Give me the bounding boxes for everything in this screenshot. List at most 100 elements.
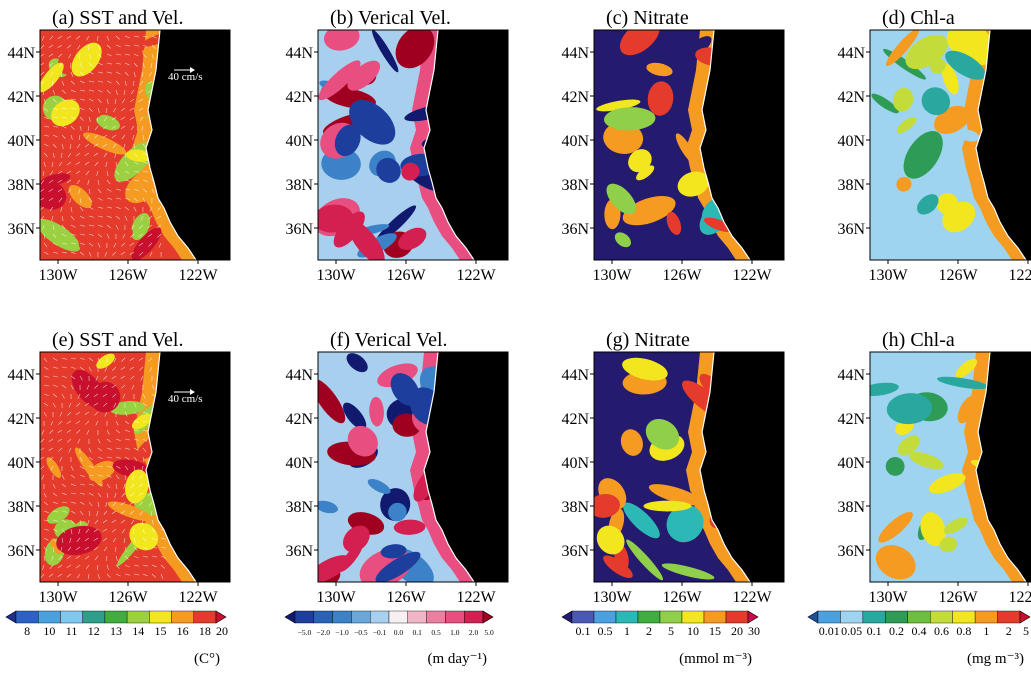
colorbar-swatch: [351, 610, 371, 624]
field-patch: [125, 149, 152, 162]
x-tick-label: 130W: [38, 589, 78, 606]
field-patch: [875, 544, 916, 580]
field-patch: [897, 435, 920, 456]
map-field: [318, 352, 508, 582]
coastline: [975, 30, 1027, 260]
land-mask: [424, 30, 508, 260]
colorbar-extend-high: [1019, 610, 1031, 624]
x-tick-label: 126W: [386, 267, 426, 284]
colorbar-extend-low: [284, 610, 296, 624]
land-mask: [976, 30, 1031, 260]
panel-title: (a) SST and Vel.: [52, 7, 183, 29]
map-panel-g: (g) Nitrate 44N 42N 40N 38N 36N 130W 126W 122W: [561, 329, 785, 606]
panel-frame: [869, 29, 1031, 261]
field-patch: [71, 42, 102, 77]
map-panels: (a) SST and Vel. 40 cm/s 44N 42N 40N 38N 36N 13…: [7, 7, 1031, 606]
colorbar-swatch: [571, 610, 595, 624]
field-patch: [885, 456, 905, 476]
field-patch: [896, 176, 912, 192]
field-patch: [703, 217, 733, 233]
y-tick-label: 44N: [837, 367, 865, 384]
colorbar-tick-label: 0.01: [819, 624, 840, 638]
land-mask: [976, 352, 1031, 582]
coastline: [423, 30, 475, 260]
y-tick-label: 38N: [561, 499, 589, 516]
colorbar-tick-label: 1: [624, 624, 630, 638]
y-tick-label: 42N: [7, 89, 35, 106]
land-mask: [700, 30, 784, 260]
x-tick-label: 122W: [456, 267, 496, 284]
field-patch: [47, 506, 70, 524]
map-field: [870, 30, 1031, 260]
y-tick-label: 36N: [7, 543, 35, 560]
colorbar-tick-label: 2: [1006, 624, 1012, 638]
map-panel-d: (d) Chl-a 44N 42N 40N 38N 36N 130W 126W 122W: [837, 7, 1031, 284]
map-panel-a: (a) SST and Vel. 40 cm/s 44N 42N 40N 38N 36N 13…: [7, 7, 231, 284]
field-patch: [334, 124, 361, 157]
colorbar-swatch: [817, 610, 841, 624]
x-tick-label: 126W: [938, 267, 978, 284]
x-tick-label: 126W: [662, 589, 702, 606]
field-patch: [376, 157, 401, 183]
field-patch: [398, 227, 427, 251]
field-patch: [675, 133, 697, 165]
x-tick-label: 130W: [592, 589, 632, 606]
colorbar-tick-label: −2.0: [316, 628, 330, 637]
y-tick-label: 40N: [837, 455, 865, 472]
colorbar-swatch: [637, 610, 661, 624]
colorbar-tick-label: 10: [43, 624, 55, 638]
map-panel-f: (f) Verical Vel. 44N 42N 40N 38N 36N 130W 126W 1…: [285, 329, 509, 606]
colorbar-swatch: [426, 610, 446, 624]
colorbar-swatch: [659, 610, 683, 624]
y-tick-label: 44N: [285, 45, 313, 62]
coastline: [145, 30, 197, 260]
field-patch: [46, 457, 62, 478]
y-tick-label: 38N: [7, 499, 35, 516]
colorbar-tick-label: 5: [668, 624, 674, 638]
field-patch: [51, 99, 80, 127]
field-patch: [318, 500, 338, 514]
field-patch: [131, 212, 151, 241]
colorbar-tick-label: 0.0: [394, 628, 404, 637]
x-tick-label: 122W: [456, 589, 496, 606]
colorbar-no3: 0.1 0.5 1 2 5 10 15 20 30 (mmol m⁻³): [561, 610, 760, 667]
colorbar-swatch: [370, 610, 390, 624]
y-tick-label: 36N: [837, 221, 865, 238]
field-patch: [369, 396, 384, 427]
field-patch: [620, 429, 643, 456]
land-mask: [146, 352, 230, 582]
field-patch: [957, 395, 977, 424]
colorbar-swatch: [332, 610, 352, 624]
field-patch: [937, 376, 989, 390]
y-tick-label: 42N: [561, 89, 589, 106]
colorbar-tick-label: 20: [216, 624, 228, 638]
colorbar-extend-high: [215, 610, 227, 624]
colorbar-tick-label: 0.8: [956, 624, 971, 638]
panel-frame: [869, 351, 1031, 583]
field-patch: [100, 72, 119, 103]
colorbar-swatch: [193, 610, 217, 624]
field-patch: [56, 525, 102, 556]
colorbar-swatch: [725, 610, 749, 624]
y-tick-label: 42N: [837, 89, 865, 106]
y-tick-label: 36N: [7, 221, 35, 238]
colorbar-tick-label: 16: [177, 624, 189, 638]
coastline: [699, 30, 751, 260]
x-tick-label: 130W: [316, 267, 356, 284]
field-patch: [628, 149, 652, 173]
field-patch: [604, 107, 656, 131]
panel-frame: [39, 351, 231, 583]
colorbar-tick-label: 0.1: [413, 628, 423, 637]
colorbar-extend-high: [482, 610, 494, 624]
colorbar-tick-label: 5: [1023, 624, 1029, 638]
field-patch: [666, 504, 704, 543]
x-tick-label: 126W: [108, 589, 148, 606]
x-tick-label: 122W: [1008, 267, 1031, 284]
x-tick-label: 126W: [938, 589, 978, 606]
field-patch: [40, 62, 64, 93]
colorbar-swatch: [407, 610, 427, 624]
x-tick-label: 126W: [108, 267, 148, 284]
x-tick-label: 122W: [178, 589, 218, 606]
colorbar-swatch: [313, 610, 333, 624]
